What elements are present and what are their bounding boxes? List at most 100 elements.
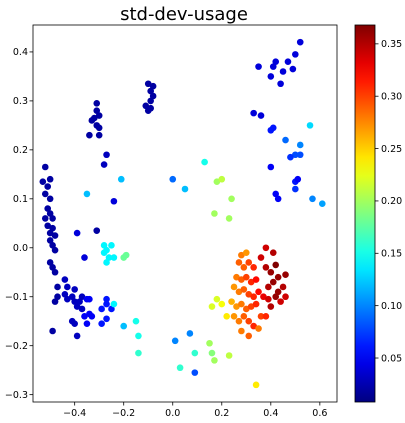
scatter-point [206,339,213,347]
scatter-point [238,276,245,283]
scatter-point [296,151,304,159]
x-tick-label: −0.4 [63,408,86,419]
y-tick-label: −0.3 [5,390,28,401]
scatter-point [95,124,103,132]
chart-title: std-dev-usage [120,4,248,25]
scatter-point [98,320,105,327]
scatter-point [245,259,253,266]
scatter-point [73,303,81,310]
scatter-point [228,298,235,305]
scatter-point [51,232,59,239]
scatter-point [250,322,257,330]
scatter-point [272,261,280,269]
y-tick-label: 0.4 [13,47,28,58]
scatter-point [289,65,297,73]
scatter-point [51,246,59,254]
colorbar-tick-label: 0.35 [381,39,402,50]
colorbar-tick-label: 0.05 [381,353,402,364]
scatter-point [93,100,101,107]
scatter-point [76,298,83,305]
scatter-point [245,290,253,298]
scatter-point [257,112,265,119]
scatter-point [257,313,265,320]
scatter-point [208,303,216,310]
colorbar [354,24,376,403]
scatter-point [235,259,243,266]
scatter-point [71,286,78,293]
scatter-point [88,117,96,124]
scatter-point [269,124,277,132]
scatter-point [277,80,284,88]
colorbar-gradient [354,24,376,403]
colorbar-tick-label: 0.25 [381,144,402,155]
scatter-point [51,268,59,276]
y-tick-label: −0.2 [5,341,28,352]
scatter-point [103,259,110,266]
scatter-point [73,332,81,340]
scatter-point [103,300,110,308]
scatter-point [147,97,154,105]
scatter-point [294,175,302,183]
y-tick-label: 0.2 [13,145,28,156]
x-tick-label: 0.0 [165,408,180,419]
scatter-point [120,322,128,330]
scatter-point [269,63,277,70]
scatter-point [242,273,250,281]
scatter-point [83,190,91,198]
scatter-point [235,317,243,325]
scatter-point [142,102,150,110]
scatter-point [242,305,250,313]
colorbar-tick-label: 0.20 [381,196,402,207]
plot-area [32,24,338,403]
scatter-point [306,122,314,129]
scatter-point [46,195,54,203]
scatter-point [292,185,299,193]
scatter-point [255,288,262,296]
scatter-point [213,178,221,185]
scatter-point [49,264,56,271]
scatter-point [267,268,275,276]
scatter-point [88,313,96,320]
scatter-point [41,215,49,222]
scatter-point [135,332,142,340]
scatter-point [245,317,253,325]
scatter-point [191,369,199,376]
scatter-point [262,244,270,252]
scatter-point [267,73,275,80]
scatter-point [44,183,52,190]
scatter-point [233,273,240,281]
scatter-point [233,303,240,310]
scatter-point [265,283,272,291]
scatter-point [252,276,260,283]
scatter-point [44,222,52,230]
scatter-point [41,163,49,171]
scatter-point [250,264,257,271]
scatter-point [49,242,56,249]
scatter-point [282,136,289,144]
scatter-point [272,190,280,198]
scatter-point [272,293,280,301]
scatter-point [122,251,130,259]
scatter-point [255,325,262,332]
scatter-point [267,303,275,310]
scatter-point [81,254,88,261]
scatter-point [252,381,260,389]
scatter-point [44,205,52,212]
scatter-point [95,131,103,139]
scatter-point [238,251,245,259]
scatter-point [46,210,54,217]
scatter-point [144,80,152,88]
scatter-point [255,63,262,70]
scatter-point [262,264,270,271]
scatter-point [252,300,260,308]
scatter-point [49,215,56,222]
scatter-point [86,131,93,139]
scatter-point [274,288,282,296]
y-tick-label: −0.1 [5,292,28,303]
scatter-point [100,249,108,256]
x-tick-label: 0.4 [263,408,278,419]
scatter-point [39,178,47,185]
scatter-point [86,295,93,303]
scatter-point [149,82,157,90]
